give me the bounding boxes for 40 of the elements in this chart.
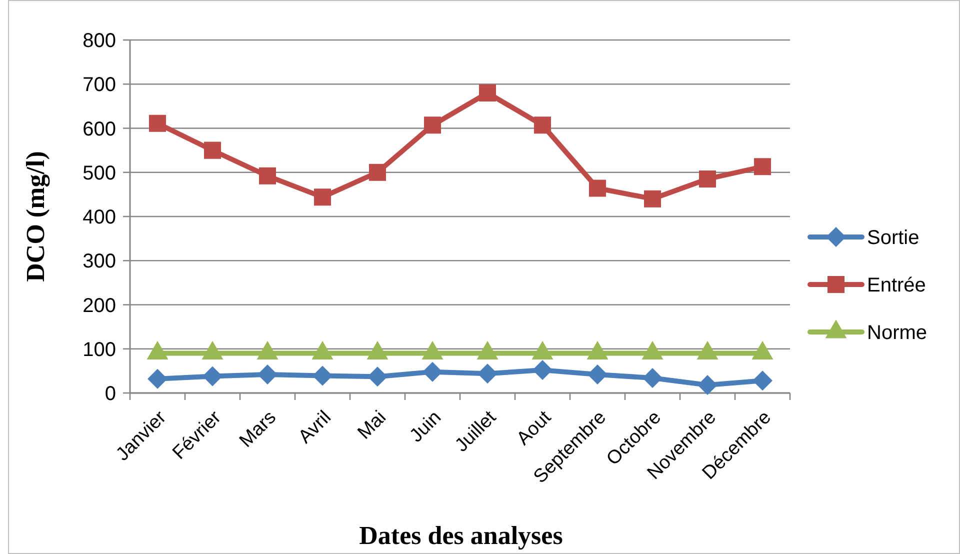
point: [698, 170, 716, 188]
x-axis-title: Dates des analyses: [359, 521, 563, 550]
point: [314, 188, 332, 206]
y-tick-label: 0: [104, 383, 116, 405]
y-tick-label: 800: [82, 30, 116, 52]
y-tick-label: 100: [82, 338, 116, 361]
point: [642, 368, 662, 388]
legend-label: Sortie: [867, 227, 920, 249]
point: [148, 114, 166, 132]
point: [368, 366, 388, 387]
point: [534, 116, 552, 134]
point: [478, 84, 496, 102]
y-tick-label: 500: [82, 162, 116, 184]
point: [698, 375, 718, 396]
point: [202, 366, 222, 386]
point: [258, 364, 278, 384]
point: [644, 190, 662, 208]
point: [204, 142, 222, 159]
legend-label: Norme: [867, 322, 928, 344]
point: [752, 370, 772, 391]
y-tick-label: 200: [82, 294, 116, 317]
y-axis-title: DCO (mg/l): [21, 151, 50, 282]
point: [368, 164, 386, 181]
point: [424, 116, 442, 134]
point: [422, 362, 442, 382]
y-tick-label: 700: [82, 74, 116, 96]
point: [258, 167, 276, 184]
y-tick-label: 600: [82, 118, 116, 140]
y-tick-label: 300: [82, 250, 116, 273]
y-tick-label: 400: [82, 206, 116, 228]
point: [312, 366, 332, 386]
point: [754, 158, 772, 176]
point: [148, 368, 168, 389]
x-tick-label: Juin: [406, 407, 446, 447]
x-tick-label: Mai: [354, 407, 390, 444]
point: [588, 364, 608, 384]
legend-label: Entrée: [867, 274, 926, 296]
point: [478, 364, 498, 384]
point: [588, 180, 606, 197]
point: [532, 360, 552, 380]
